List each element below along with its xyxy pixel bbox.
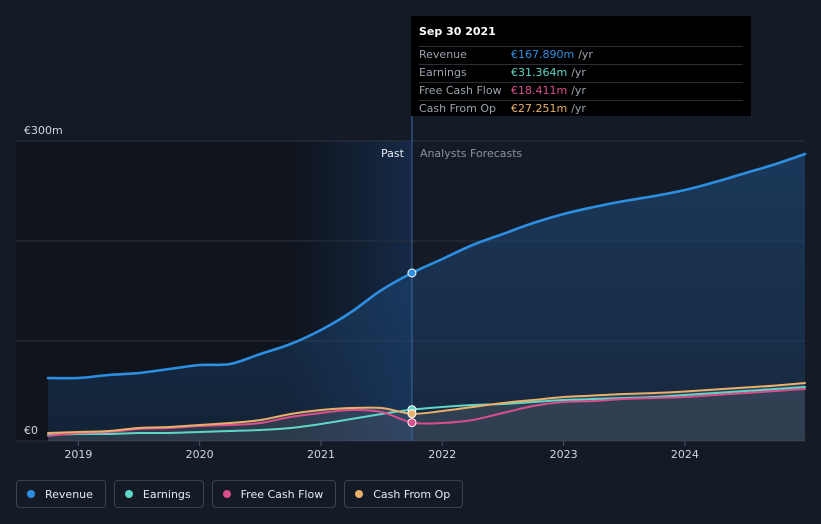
tooltip-label: Revenue (419, 48, 467, 61)
legend-label: Free Cash Flow (240, 487, 324, 501)
x-tick-label: 2023 (550, 448, 578, 461)
x-tick-label: 2020 (186, 448, 214, 461)
legend-dot-icon (124, 490, 133, 498)
legend-item-earnings[interactable]: Earnings (113, 480, 204, 508)
legend-label: Revenue (45, 487, 93, 501)
tooltip-row-revenue: Revenue €167.890m /yr (419, 46, 743, 64)
tooltip-unit: /yr (578, 48, 593, 61)
tooltip-row-cash-from-op: Cash From Op €27.251m /yr (419, 100, 743, 118)
x-axis-ticks: 2019 2020 2021 2022 2023 2024 (64, 441, 699, 461)
legend-item-free-cash-flow[interactable]: Free Cash Flow (211, 480, 337, 508)
x-tick-label: 2019 (64, 448, 92, 461)
legend-dot-icon (27, 490, 35, 498)
past-label: Past (381, 147, 405, 160)
tooltip-panel: Sep 30 2021 Revenue €167.890m /yr Earnin… (411, 16, 751, 116)
series-line-earnings (47, 386, 806, 436)
tooltip-value: €18.411m (511, 84, 568, 97)
tooltip-row-earnings: Earnings €31.364m /yr (419, 64, 743, 82)
legend-label: Earnings (142, 487, 191, 501)
tooltip-date: Sep 30 2021 (419, 25, 496, 38)
hover-marker-free-cash-flow (407, 418, 417, 428)
legend-dot-icon (355, 490, 364, 498)
y-axis-label-top: €300m (24, 124, 63, 137)
tooltip-value: €27.251m (511, 102, 568, 115)
tooltip-unit: /yr (571, 84, 586, 97)
tooltip-label: Free Cash Flow (419, 84, 502, 97)
tooltip-unit: /yr (571, 102, 586, 115)
hover-markers (407, 268, 417, 428)
hover-marker-cash-from-op (407, 409, 417, 419)
tooltip-unit: /yr (571, 66, 586, 79)
legend: Revenue Earnings Free Cash Flow Cash Fro… (16, 480, 464, 508)
x-tick-label: 2024 (671, 448, 699, 461)
x-tick-label: 2022 (428, 448, 456, 461)
series-line-revenue (46, 152, 807, 380)
y-axis-label-zero: €0 (24, 424, 38, 437)
tooltip-row-free-cash-flow: Free Cash Flow €18.411m /yr (419, 82, 743, 100)
legend-dot-icon (222, 490, 231, 498)
legend-item-cash-from-op[interactable]: Cash From Op (344, 480, 464, 508)
tooltip-label: Earnings (419, 66, 467, 79)
legend-label: Cash From Op (373, 487, 451, 501)
tooltip-label: Cash From Op (419, 102, 497, 115)
hover-marker-revenue (407, 268, 417, 278)
series-area-revenue (48, 154, 805, 441)
x-tick-label: 2021 (307, 448, 335, 461)
series-line-cash-from-op (47, 382, 806, 434)
series-lines (46, 152, 807, 437)
tooltip-value: €31.364m (511, 66, 568, 79)
tooltip-value: €167.890m (511, 48, 575, 61)
legend-item-revenue[interactable]: Revenue (16, 480, 106, 508)
forecast-label: Analysts Forecasts (420, 147, 523, 160)
